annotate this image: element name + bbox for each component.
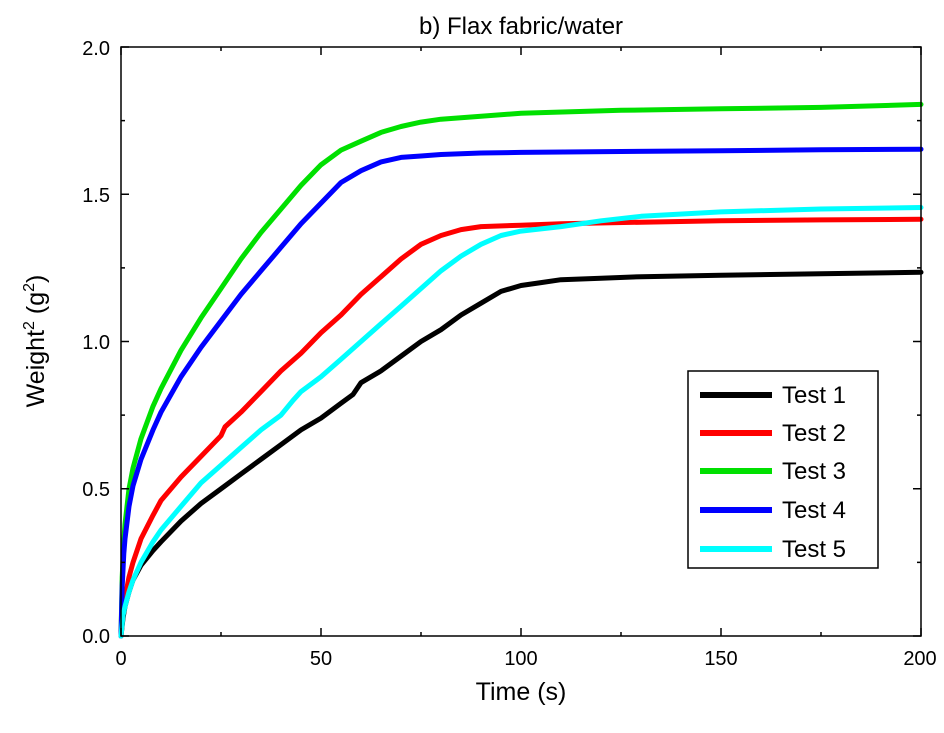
legend: Test 1 Test 2 Test 3 Test 4 Test 5 <box>687 370 879 569</box>
x-tick-label: 200 <box>903 648 936 670</box>
y-tick-label: 0.5 <box>82 479 110 501</box>
legend-label-test-1: Test 1 <box>782 382 846 409</box>
series-line-test-5 <box>118 205 924 639</box>
legend-label-test-3: Test 3 <box>782 458 846 485</box>
y-tick-label: 0.0 <box>82 626 110 648</box>
chart-title: b) Flax fabric/water <box>419 13 623 40</box>
y-tick-label: 2.0 <box>82 38 110 60</box>
y-tick-label: 1.0 <box>82 332 110 354</box>
tick-layer <box>120 46 922 637</box>
x-tick-labels: 0 50 100 150 200 <box>115 648 936 670</box>
series-line-test-2 <box>118 216 924 639</box>
x-tick-label: 0 <box>115 648 126 670</box>
legend-label-test-4: Test 4 <box>782 497 846 524</box>
x-axis-title: Time (s) <box>476 678 567 706</box>
x-tick-label: 150 <box>704 648 737 670</box>
x-tick-label: 50 <box>310 648 332 670</box>
y-tick-label: 1.5 <box>82 185 110 207</box>
series-line-test-1 <box>118 269 924 639</box>
y-axis-title: Weight2 (g2) <box>21 275 50 408</box>
x-tick-label: 100 <box>504 648 537 670</box>
series-line-test-4 <box>118 146 924 639</box>
legend-label-test-2: Test 2 <box>782 420 846 447</box>
series-line-test-3 <box>118 101 924 639</box>
y-tick-labels: 0.0 0.5 1.0 1.5 2.0 <box>82 38 110 648</box>
legend-label-test-5: Test 5 <box>782 536 846 563</box>
series-layer <box>118 101 924 639</box>
